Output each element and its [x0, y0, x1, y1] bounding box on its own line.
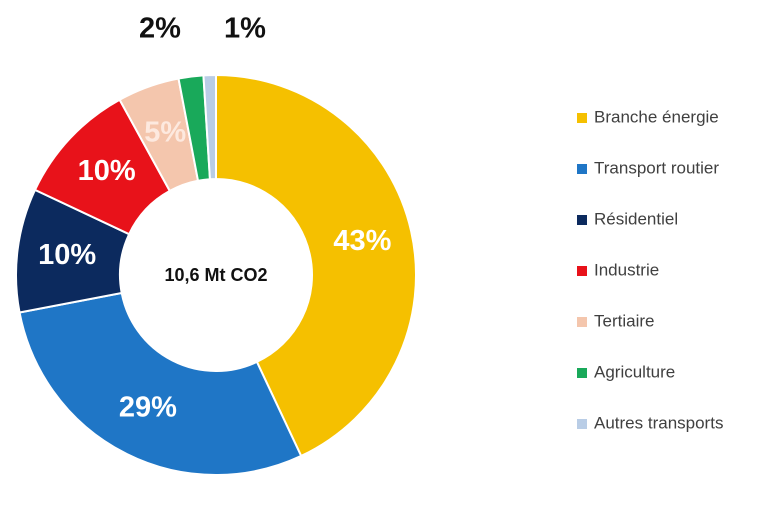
slice: [202, 73, 217, 181]
legend-label: Branche énergie: [594, 107, 719, 126]
center-label: 10,6 Mt CO2: [164, 265, 267, 285]
data-label: 10%: [38, 239, 96, 271]
data-label: 29%: [119, 391, 177, 423]
legend-swatch: [577, 266, 587, 276]
legend-swatch: [577, 113, 587, 123]
data-label: 43%: [333, 225, 391, 257]
legend-swatch: [577, 215, 587, 225]
legend-label: Industrie: [594, 260, 659, 279]
legend-swatch: [577, 164, 587, 174]
legend-swatch: [577, 368, 587, 378]
data-label: 1%: [224, 13, 266, 45]
legend-label: Agriculture: [594, 362, 675, 381]
slice: [215, 73, 417, 458]
data-label: 10%: [78, 155, 136, 187]
data-label: 2%: [139, 13, 181, 45]
legend-label: Transport routier: [594, 158, 719, 177]
legend-swatch: [577, 317, 587, 327]
legend-swatch: [577, 419, 587, 429]
legend-label: Autres transports: [594, 413, 723, 432]
slice: [18, 291, 303, 476]
legend-label: Tertiaire: [594, 311, 654, 330]
data-label: 5%: [144, 117, 186, 149]
legend-label: Résidentiel: [594, 209, 678, 228]
